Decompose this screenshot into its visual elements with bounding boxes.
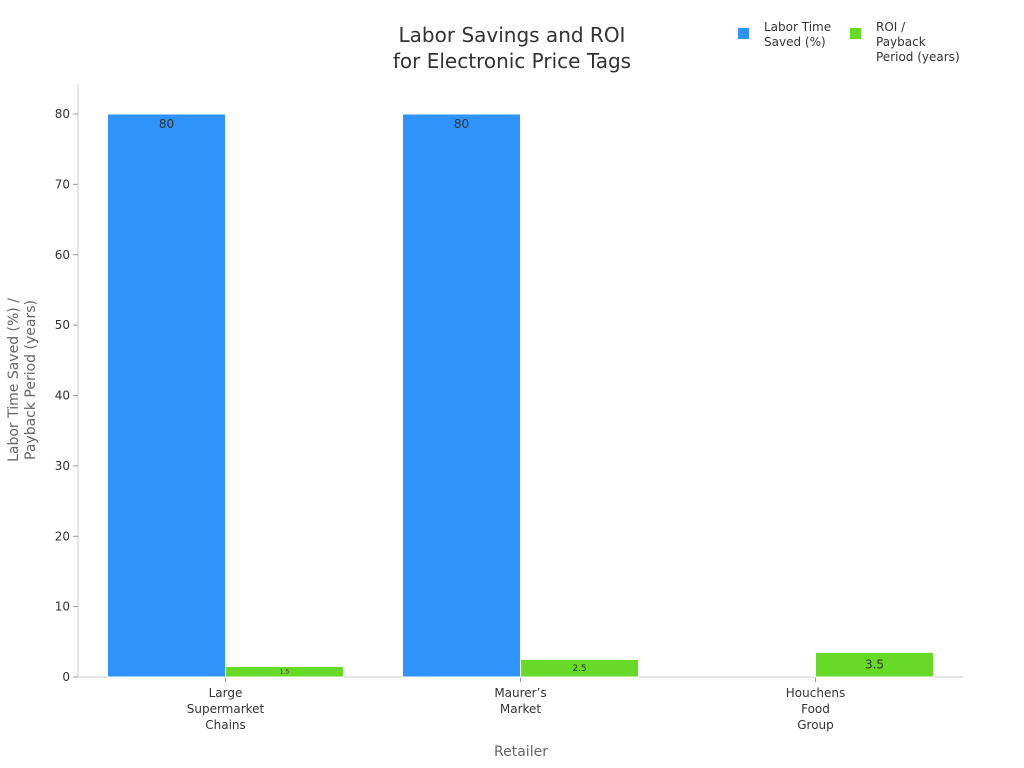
legend-label: Payback xyxy=(876,35,926,49)
chart-title: Labor Savings and ROI xyxy=(399,23,626,47)
y-tick-label: 50 xyxy=(55,318,70,332)
x-tick-label: Market xyxy=(500,702,542,716)
y-tick-label: 30 xyxy=(55,459,70,473)
legend-label: Saved (%) xyxy=(764,35,826,49)
x-tick-label: Maurer’s xyxy=(494,686,546,700)
y-tick-label: 20 xyxy=(55,529,70,543)
bar xyxy=(402,113,521,678)
data-label: 2.5 xyxy=(572,664,586,674)
data-label: 1.5 xyxy=(280,669,290,676)
y-tick-label: 80 xyxy=(55,107,70,121)
legend-label: Labor Time xyxy=(764,20,831,34)
y-axis-title: Labor Time Saved (%) / xyxy=(6,298,22,462)
x-tick-label: Supermarket xyxy=(187,702,265,716)
chart-title: for Electronic Price Tags xyxy=(393,49,631,73)
bar xyxy=(107,113,226,678)
data-label: 3.5 xyxy=(865,658,884,672)
data-label: 80 xyxy=(454,117,469,131)
x-tick-label: Chains xyxy=(205,718,246,732)
y-tick-label: 40 xyxy=(55,389,70,403)
bar xyxy=(815,651,934,678)
x-tick-label: Group xyxy=(797,718,834,732)
y-axis-title: Payback Period (years) xyxy=(23,300,39,460)
legend-swatch xyxy=(738,28,749,39)
bar xyxy=(225,665,344,678)
x-tick-label: Houchens xyxy=(786,686,845,700)
x-tick-label: Large xyxy=(209,686,243,700)
x-axis-title: Retailer xyxy=(494,744,548,760)
legend-label: ROI / xyxy=(876,20,906,34)
y-tick-label: 10 xyxy=(55,600,70,614)
x-tick-label: Food xyxy=(801,702,830,716)
y-tick-label: 0 xyxy=(62,670,70,684)
legend-label: Period (years) xyxy=(876,50,960,64)
legend-swatch xyxy=(850,28,861,39)
bar xyxy=(520,658,639,678)
y-tick-label: 70 xyxy=(55,177,70,191)
data-label: 80 xyxy=(159,117,174,131)
y-tick-label: 60 xyxy=(55,248,70,262)
